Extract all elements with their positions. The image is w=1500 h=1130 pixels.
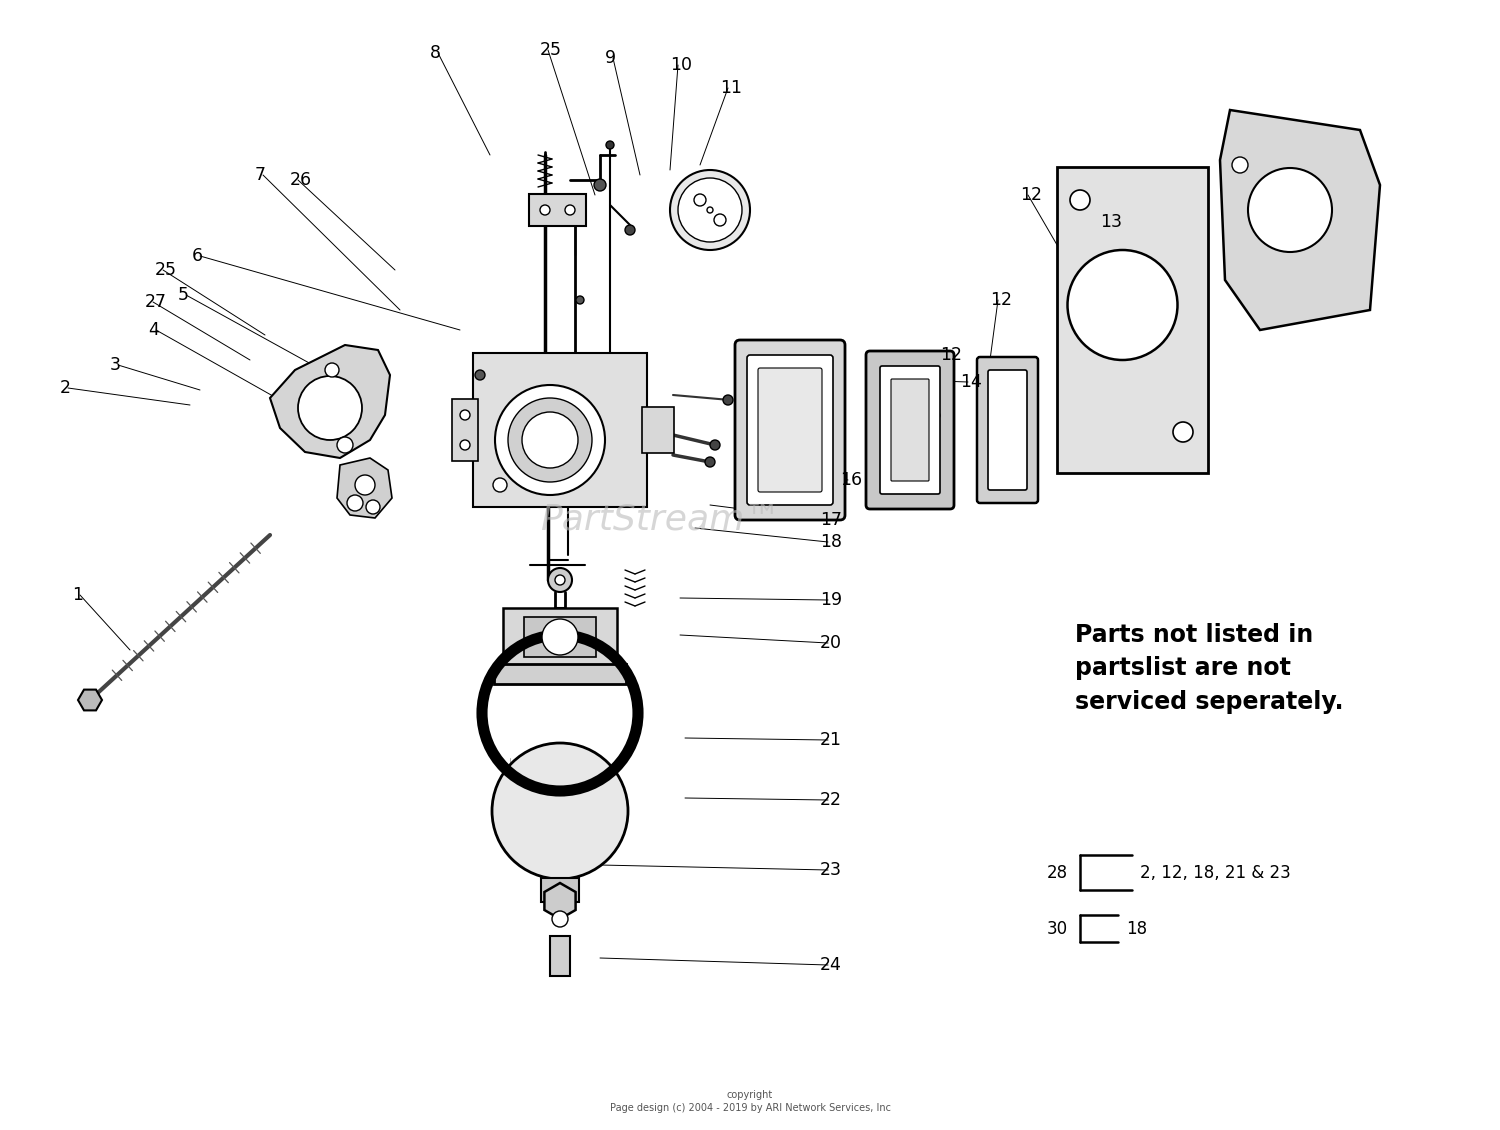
Text: 13: 13 xyxy=(1100,212,1122,231)
FancyBboxPatch shape xyxy=(988,370,1028,490)
Circle shape xyxy=(1232,157,1248,173)
Circle shape xyxy=(495,385,604,495)
FancyBboxPatch shape xyxy=(1058,167,1208,473)
Text: 28: 28 xyxy=(1047,863,1068,881)
Text: 11: 11 xyxy=(720,79,742,97)
Text: 12: 12 xyxy=(1020,186,1042,205)
Text: Page design (c) 2004 - 2019 by ARI Network Services, Inc: Page design (c) 2004 - 2019 by ARI Netwo… xyxy=(609,1103,891,1113)
Text: 8: 8 xyxy=(430,44,441,62)
FancyBboxPatch shape xyxy=(542,878,579,902)
Text: 5: 5 xyxy=(178,286,189,304)
Circle shape xyxy=(694,194,706,206)
Circle shape xyxy=(710,440,720,450)
Text: 4: 4 xyxy=(148,321,159,339)
FancyBboxPatch shape xyxy=(747,355,833,505)
Text: 6: 6 xyxy=(192,247,202,266)
Circle shape xyxy=(540,205,550,215)
Text: 12: 12 xyxy=(940,346,962,364)
Text: 25: 25 xyxy=(540,41,562,59)
FancyBboxPatch shape xyxy=(865,351,954,508)
Text: 21: 21 xyxy=(821,731,842,749)
Text: 26: 26 xyxy=(290,171,312,189)
FancyBboxPatch shape xyxy=(524,617,596,657)
FancyBboxPatch shape xyxy=(503,608,616,667)
Text: 16: 16 xyxy=(840,471,862,489)
Text: 14: 14 xyxy=(960,373,982,391)
Circle shape xyxy=(723,396,734,405)
Text: 20: 20 xyxy=(821,634,842,652)
Text: 18: 18 xyxy=(821,533,842,551)
Circle shape xyxy=(509,398,592,483)
Circle shape xyxy=(1070,190,1090,210)
Text: PartStream™: PartStream™ xyxy=(540,503,780,537)
Circle shape xyxy=(548,568,572,592)
Circle shape xyxy=(460,410,470,420)
FancyBboxPatch shape xyxy=(735,340,844,520)
FancyBboxPatch shape xyxy=(976,357,1038,503)
Circle shape xyxy=(346,495,363,511)
Circle shape xyxy=(476,370,484,380)
Circle shape xyxy=(356,475,375,495)
Circle shape xyxy=(1068,250,1178,360)
Text: copyright: copyright xyxy=(728,1090,772,1099)
Circle shape xyxy=(494,478,507,492)
Text: 7: 7 xyxy=(255,166,266,184)
FancyBboxPatch shape xyxy=(880,366,940,494)
Text: 2: 2 xyxy=(60,379,70,397)
Circle shape xyxy=(542,619,578,655)
Circle shape xyxy=(576,296,584,304)
Circle shape xyxy=(705,457,716,467)
FancyBboxPatch shape xyxy=(891,379,928,481)
FancyBboxPatch shape xyxy=(494,664,626,684)
Text: 1: 1 xyxy=(72,586,82,605)
Text: 18: 18 xyxy=(1126,920,1148,938)
FancyBboxPatch shape xyxy=(550,936,570,976)
Text: 3: 3 xyxy=(110,356,122,374)
Circle shape xyxy=(366,499,380,514)
Text: 2, 12, 18, 21 & 23: 2, 12, 18, 21 & 23 xyxy=(1140,863,1290,881)
Text: 17: 17 xyxy=(821,511,842,529)
Circle shape xyxy=(298,376,362,440)
Circle shape xyxy=(594,179,606,191)
Text: 23: 23 xyxy=(821,861,842,879)
Text: 10: 10 xyxy=(670,56,692,73)
Text: 22: 22 xyxy=(821,791,842,809)
Text: Parts not listed in
partslist are not
serviced seperately.: Parts not listed in partslist are not se… xyxy=(1076,623,1344,713)
Circle shape xyxy=(566,205,574,215)
Polygon shape xyxy=(78,689,102,711)
Circle shape xyxy=(1173,421,1192,442)
Text: 30: 30 xyxy=(1047,920,1068,938)
Circle shape xyxy=(706,207,712,212)
Circle shape xyxy=(492,744,628,879)
Text: 9: 9 xyxy=(604,49,616,67)
Text: 12: 12 xyxy=(990,292,1012,308)
Circle shape xyxy=(1248,168,1332,252)
Circle shape xyxy=(714,214,726,226)
Circle shape xyxy=(555,575,566,585)
Text: 27: 27 xyxy=(146,293,166,311)
Text: 15: 15 xyxy=(920,406,942,424)
FancyBboxPatch shape xyxy=(530,194,586,226)
Polygon shape xyxy=(270,345,390,458)
Circle shape xyxy=(326,363,339,377)
Circle shape xyxy=(678,179,742,242)
FancyBboxPatch shape xyxy=(642,407,674,453)
Circle shape xyxy=(606,141,613,149)
Circle shape xyxy=(626,225,634,235)
Polygon shape xyxy=(338,458,392,518)
Circle shape xyxy=(522,412,578,468)
Circle shape xyxy=(460,440,470,450)
FancyBboxPatch shape xyxy=(758,368,822,492)
Text: 25: 25 xyxy=(154,261,177,279)
Circle shape xyxy=(552,911,568,927)
FancyBboxPatch shape xyxy=(472,353,646,507)
Circle shape xyxy=(670,170,750,250)
Circle shape xyxy=(338,437,352,453)
FancyBboxPatch shape xyxy=(452,399,478,461)
Text: 24: 24 xyxy=(821,956,842,974)
Text: 19: 19 xyxy=(821,591,842,609)
Polygon shape xyxy=(544,883,576,919)
Polygon shape xyxy=(1220,110,1380,330)
